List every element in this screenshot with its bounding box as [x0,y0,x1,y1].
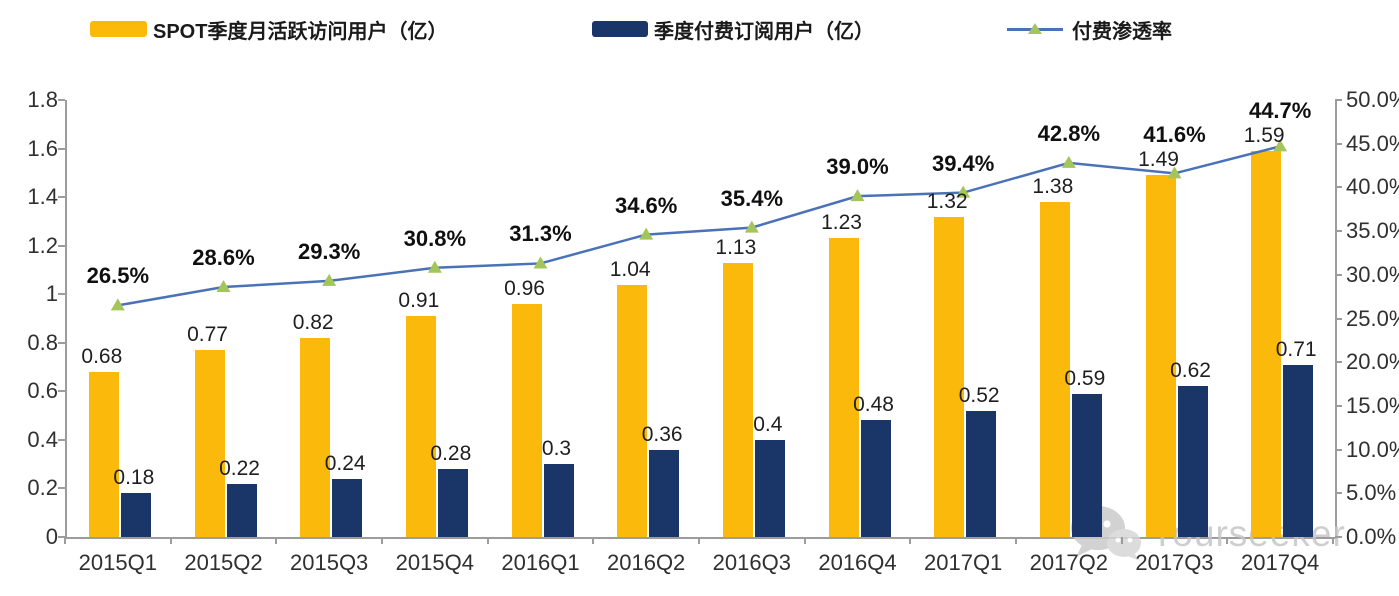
plot-area [65,100,1337,539]
bar-mau-2016Q2 [617,284,648,537]
legend-swatch-subs [592,21,648,37]
bar-mau-2015Q3 [300,337,331,537]
bar-mau-2017Q3 [1145,175,1176,537]
line-marker-2015Q2 [216,280,231,293]
legend-label-mau: SPOT季度月活跃访问用户（亿） [153,20,448,43]
bar-subs-2015Q1 [120,493,151,537]
bar-mau-2017Q1 [934,216,965,537]
bar-subs-2016Q2 [649,449,680,537]
line-marker-2016Q2 [639,227,654,240]
bar-subs-2015Q4 [437,469,468,537]
line-marker-2016Q3 [744,220,759,233]
bar-subs-2016Q1 [543,464,574,537]
bar-mau-2017Q4 [1251,150,1282,537]
bar-subs-2017Q3 [1177,386,1208,537]
legend-item-mau: SPOT季度月活跃访问用户（亿） [90,16,448,43]
bar-subs-2015Q2 [226,483,257,537]
bar-subs-2016Q4 [860,420,891,537]
bar-subs-2017Q4 [1283,364,1314,537]
bar-mau-2016Q1 [511,303,542,537]
bar-mau-2015Q1 [88,371,119,537]
legend-item-subs: 季度付费订阅用户（亿） [592,16,874,43]
legend-item-penetration: 付费渗透率 [1007,16,1172,43]
line-marker-2016Q1 [533,256,548,269]
legend-label-subs: 季度付费订阅用户（亿） [654,20,874,43]
line-marker-2017Q2 [1061,155,1076,168]
line-marker-2015Q1 [110,298,125,311]
bar-mau-2017Q2 [1039,201,1070,537]
line-marker-2017Q3 [1167,166,1182,179]
line-marker-2017Q4 [1273,139,1288,152]
bar-subs-2017Q1 [966,410,997,537]
legend-swatch-mau [90,21,147,37]
bar-subs-2015Q3 [332,478,363,537]
bar-mau-2016Q4 [828,238,859,537]
bar-mau-2015Q4 [405,316,436,537]
line-marker-2016Q4 [850,189,865,202]
bar-mau-2015Q2 [194,350,225,537]
bar-mau-2016Q3 [722,262,753,537]
bars-layer [67,100,1335,537]
bar-subs-2017Q2 [1071,393,1102,537]
triangle-marker-icon [1028,23,1042,34]
line-marker-2015Q3 [322,273,337,286]
line-marker-2017Q1 [956,185,971,198]
bar-subs-2016Q3 [754,439,785,537]
legend-line-swatch [1007,21,1063,37]
penetration-line-path [117,145,1281,307]
line-marker-2015Q4 [427,260,442,273]
legend-label-penetration: 付费渗透率 [1072,20,1172,43]
